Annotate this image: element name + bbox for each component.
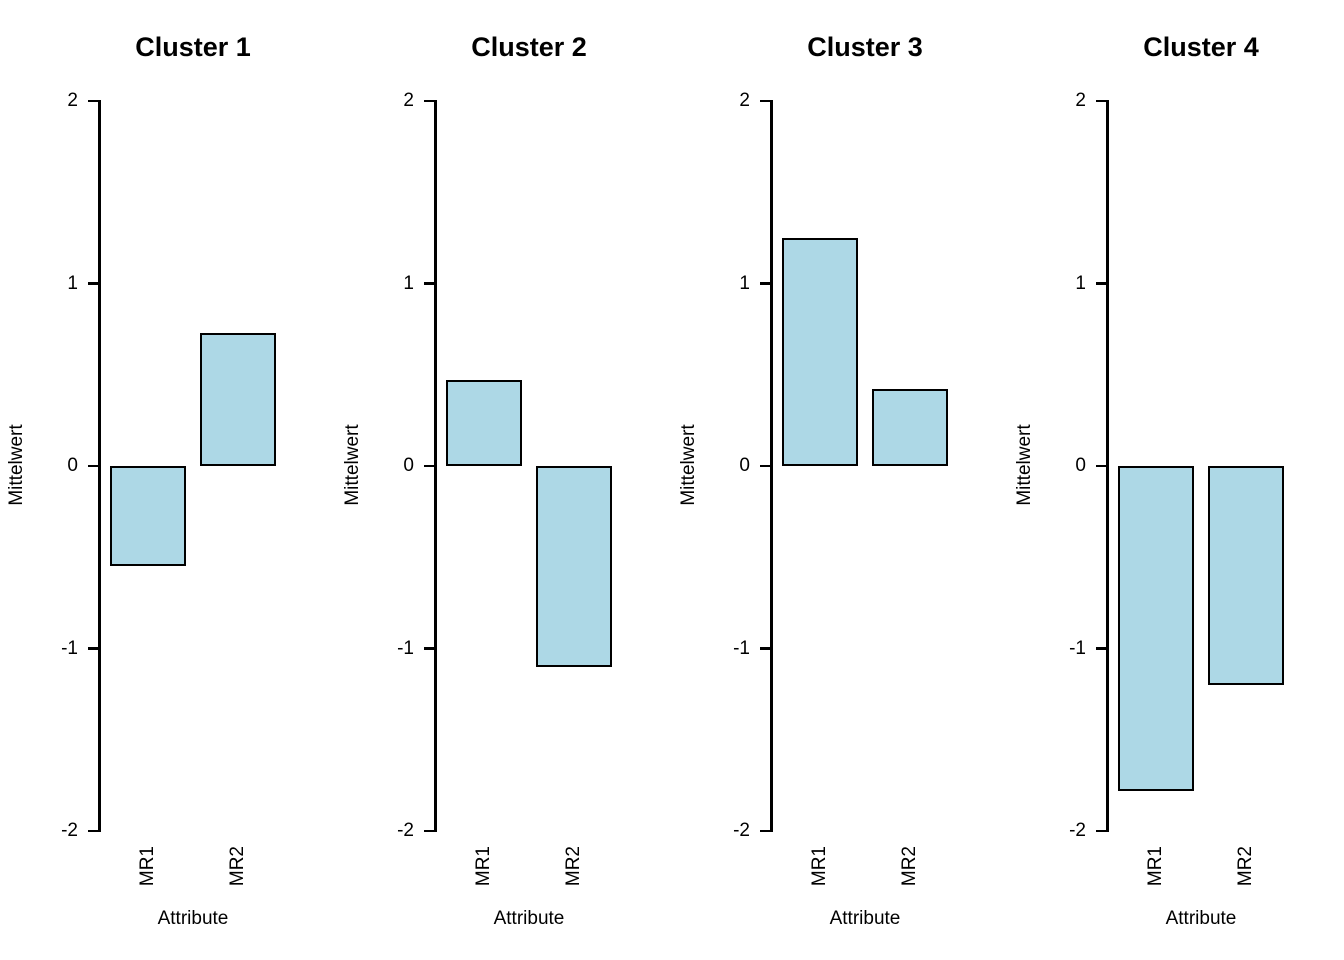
x-tick-label-mr1: MR1 — [473, 846, 494, 887]
y-axis-label: Mittelwert — [1014, 424, 1035, 506]
y-tick — [760, 464, 772, 468]
plot-area: 2 1 0 -1 -2 MR1 MR2 Attribute Mittelwert — [672, 0, 1008, 960]
panel-cluster-3: Cluster 3 2 1 0 -1 -2 MR1 MR2 Attribute Mittelwe… — [672, 0, 1008, 960]
x-tick-label-mr2: MR2 — [563, 846, 584, 887]
x-tick-label-mr1: MR1 — [1145, 846, 1166, 887]
y-tick-label: 2 — [739, 90, 750, 111]
y-tick-label: -2 — [61, 820, 78, 841]
bar-mr1 — [782, 237, 858, 466]
bar-mr1 — [110, 466, 186, 567]
y-tick — [88, 282, 100, 285]
y-tick — [1096, 464, 1108, 468]
y-tick-label: -2 — [397, 820, 414, 841]
y-tick — [88, 829, 100, 833]
y-tick-label: 2 — [67, 90, 78, 111]
y-tick — [88, 99, 100, 103]
y-tick-label: -1 — [397, 637, 414, 659]
y-tick-label: -2 — [1069, 820, 1086, 841]
panel-cluster-2: Cluster 2 2 1 0 -1 -2 MR1 MR2 Attribute Mittelwe… — [336, 0, 672, 960]
panel-title: Cluster 3 — [807, 32, 923, 62]
y-tick — [88, 464, 100, 468]
y-tick — [424, 282, 436, 285]
y-tick — [760, 829, 772, 833]
x-axis-label: Attribute — [829, 908, 901, 929]
x-tick-label-mr1: MR1 — [137, 846, 158, 887]
y-tick-label: 1 — [1075, 272, 1086, 294]
y-tick — [424, 99, 436, 103]
bar-mr1 — [446, 380, 522, 466]
bar-mr2 — [200, 332, 276, 466]
y-tick-label: 2 — [1075, 90, 1086, 111]
y-tick-label: -1 — [733, 637, 750, 659]
y-tick — [760, 99, 772, 103]
y-tick-label: -2 — [733, 820, 750, 841]
panel-cluster-4: Cluster 4 2 1 0 -1 -2 MR1 MR2 Attribute Mittelwe… — [1008, 0, 1344, 960]
x-axis-label: Attribute — [493, 908, 565, 929]
y-tick-label: 1 — [739, 272, 750, 294]
y-tick — [1096, 829, 1108, 833]
y-tick-label: 0 — [739, 455, 750, 476]
y-tick-label: 1 — [403, 272, 414, 294]
y-tick-label: 1 — [67, 272, 78, 294]
x-tick-label-mr2: MR2 — [899, 846, 920, 887]
x-tick-label-mr1: MR1 — [809, 846, 830, 887]
y-tick — [424, 829, 436, 833]
panel-title: Cluster 2 — [471, 32, 587, 62]
y-tick — [424, 647, 436, 650]
x-tick-label-mr2: MR2 — [227, 846, 248, 887]
y-tick — [760, 282, 772, 285]
y-tick — [760, 647, 772, 650]
bar-mr2 — [872, 389, 948, 466]
y-axis-label: Mittelwert — [6, 424, 27, 506]
y-axis-label: Mittelwert — [678, 424, 699, 506]
y-tick-label: 0 — [403, 455, 414, 476]
y-tick — [424, 464, 436, 468]
y-tick-label: 2 — [403, 90, 414, 111]
plot-area: 2 1 0 -1 -2 MR1 MR2 Attribute Mittelwert — [1008, 0, 1344, 960]
panel-title: Cluster 4 — [1143, 32, 1259, 62]
y-tick-label: 0 — [1075, 455, 1086, 476]
bar-mr2 — [536, 466, 612, 667]
y-tick-label: -1 — [61, 637, 78, 659]
y-tick-label: -1 — [1069, 637, 1086, 659]
y-tick — [88, 647, 100, 650]
bar-mr1 — [1118, 466, 1194, 791]
plot-area: 2 1 0 -1 -2 MR1 MR2 Attribute Mittelwert — [0, 0, 336, 960]
x-tick-label-mr2: MR2 — [1235, 846, 1256, 887]
y-tick-label: 0 — [67, 455, 78, 476]
y-tick — [1096, 99, 1108, 103]
y-tick — [1096, 647, 1108, 650]
panel-title: Cluster 1 — [135, 32, 251, 62]
x-axis-label: Attribute — [1165, 908, 1237, 929]
bar-mr2 — [1208, 466, 1284, 685]
x-axis-label: Attribute — [157, 908, 229, 929]
y-axis-label: Mittelwert — [342, 424, 363, 506]
panel-cluster-1: Cluster 1 2 1 0 -1 -2 MR1 MR2 Attribute Mittelwe… — [0, 0, 336, 960]
y-tick — [1096, 282, 1108, 285]
plot-area: 2 1 0 -1 -2 MR1 MR2 Attribute Mittelwert — [336, 0, 672, 960]
